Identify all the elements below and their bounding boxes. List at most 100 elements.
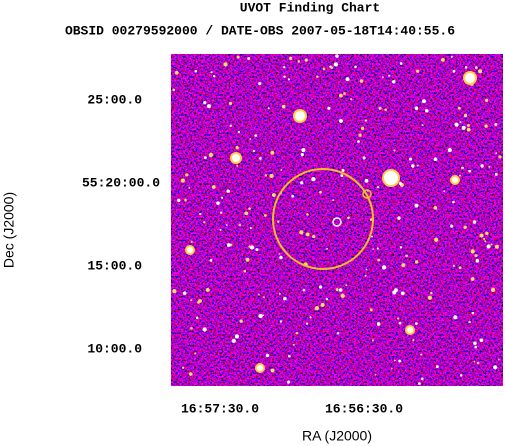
- star: [188, 187, 191, 189]
- star: [195, 316, 199, 320]
- star: [236, 55, 240, 59]
- y-tick-label: 55:20:00.0: [82, 175, 160, 190]
- image-noise: [171, 54, 503, 386]
- star: [472, 220, 477, 224]
- star: [182, 291, 187, 296]
- star: [427, 295, 433, 300]
- star: [197, 301, 200, 304]
- star: [364, 119, 368, 122]
- star: [362, 156, 366, 160]
- star: [458, 266, 462, 270]
- star: [305, 232, 310, 237]
- star: [399, 246, 403, 249]
- star: [490, 287, 496, 293]
- star: [371, 235, 373, 238]
- star: [258, 82, 262, 86]
- star: [314, 305, 320, 311]
- star: [278, 292, 281, 295]
- star: [478, 69, 483, 74]
- star: [202, 327, 207, 332]
- star: [235, 145, 239, 150]
- star: [397, 317, 400, 320]
- star: [479, 233, 484, 238]
- star: [343, 92, 346, 95]
- star: [291, 194, 295, 198]
- star: [414, 322, 418, 326]
- y-tick-label: 10:00.0: [87, 341, 142, 356]
- source-marker: [362, 189, 372, 199]
- star: [248, 207, 251, 210]
- star: [358, 133, 362, 137]
- star: [365, 268, 368, 271]
- star: [278, 253, 280, 255]
- star: [257, 293, 260, 296]
- star: [494, 244, 499, 249]
- star: [398, 181, 402, 185]
- star: [259, 157, 262, 160]
- star: [490, 243, 493, 246]
- star: [172, 88, 176, 92]
- star: [461, 125, 466, 130]
- star: [464, 113, 468, 117]
- star: [203, 101, 207, 105]
- star: [401, 263, 406, 268]
- star: [226, 189, 230, 193]
- star: [287, 354, 291, 358]
- star: [399, 62, 403, 65]
- star: [333, 62, 339, 67]
- star: [474, 345, 478, 349]
- star: [236, 164, 239, 167]
- star: [280, 169, 283, 171]
- star: [459, 174, 461, 177]
- star: [270, 150, 275, 155]
- star: [378, 106, 382, 110]
- star: [339, 93, 343, 98]
- star: [453, 315, 458, 320]
- title: UVOT Finding Chart: [240, 0, 380, 15]
- star: [470, 277, 475, 281]
- star: [203, 156, 207, 160]
- star: [424, 108, 429, 113]
- star: [465, 73, 475, 83]
- star: [435, 365, 439, 369]
- star: [226, 243, 231, 247]
- star: [484, 124, 488, 128]
- star: [354, 65, 357, 69]
- star: [322, 67, 326, 71]
- star: [357, 140, 360, 143]
- star: [468, 169, 472, 173]
- star: [283, 66, 286, 69]
- star: [220, 196, 224, 199]
- star: [210, 71, 213, 74]
- star: [479, 338, 484, 342]
- star: [231, 338, 236, 343]
- star: [219, 228, 222, 231]
- star: [474, 66, 478, 70]
- star: [283, 75, 286, 78]
- star: [205, 287, 210, 292]
- star: [471, 311, 475, 315]
- star: [414, 203, 419, 208]
- star: [372, 248, 374, 250]
- star: [190, 326, 193, 330]
- star: [433, 157, 438, 162]
- star: [434, 237, 439, 242]
- star: [382, 76, 384, 78]
- star: [416, 164, 419, 167]
- star: [345, 77, 350, 82]
- star: [257, 365, 263, 371]
- star: [433, 206, 438, 210]
- star: [393, 149, 396, 152]
- star: [249, 245, 255, 250]
- star: [485, 231, 489, 236]
- star: [327, 106, 331, 110]
- star: [376, 322, 381, 326]
- star: [264, 214, 267, 217]
- y-tick-label: 15:00.0: [87, 258, 142, 273]
- stars: [172, 54, 502, 386]
- star: [249, 227, 252, 230]
- star: [454, 122, 459, 127]
- star: [450, 224, 454, 228]
- star: [459, 121, 462, 124]
- star: [177, 198, 181, 202]
